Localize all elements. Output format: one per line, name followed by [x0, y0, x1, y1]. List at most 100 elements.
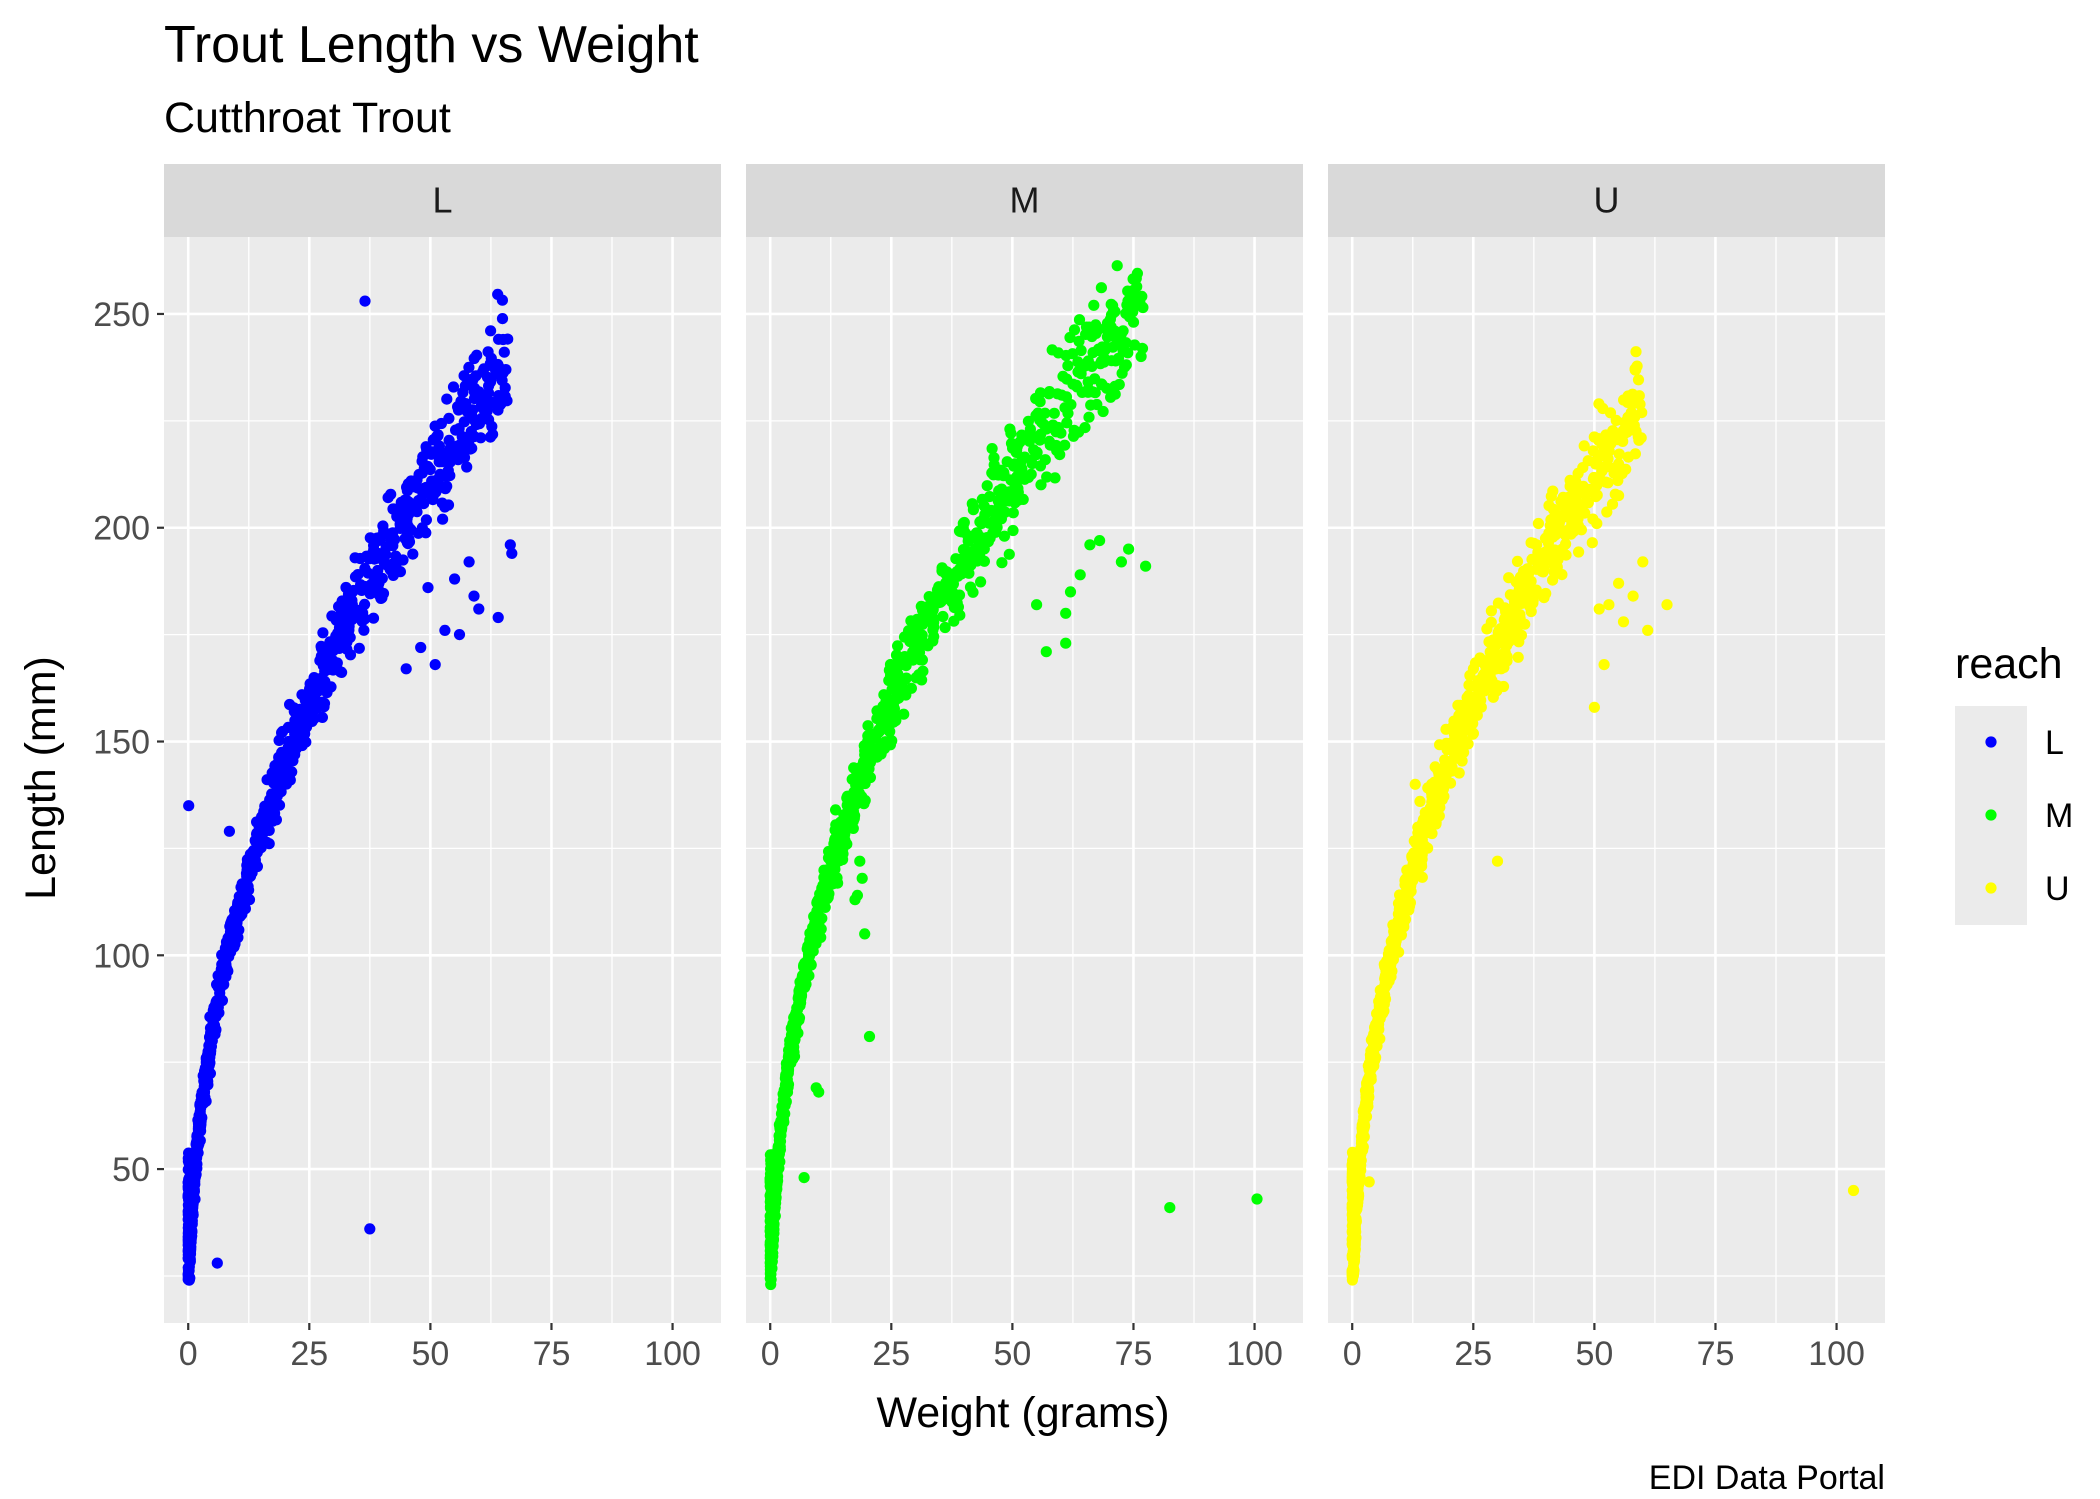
data-point [1026, 458, 1038, 470]
data-point [403, 536, 416, 548]
data-point [429, 420, 441, 432]
data-point [204, 1047, 216, 1059]
data-point [1461, 692, 1473, 704]
data-point [489, 398, 501, 410]
data-point [1401, 864, 1413, 876]
data-point [1031, 599, 1043, 611]
data-point [1482, 660, 1494, 672]
data-point [385, 564, 397, 577]
data-point [1525, 537, 1537, 549]
chart-caption: EDI Data Portal [1649, 1459, 1885, 1497]
data-point [262, 816, 274, 828]
data-point [1348, 1153, 1360, 1165]
data-point [1491, 855, 1504, 867]
data-point [1075, 364, 1087, 376]
data-point [1431, 792, 1444, 804]
data-point [994, 513, 1006, 525]
data-point [1421, 821, 1433, 834]
data-point [442, 464, 454, 477]
data-point [433, 440, 445, 452]
data-point [284, 774, 296, 786]
data-point [950, 553, 962, 565]
data-point [367, 612, 380, 624]
data-point [1074, 569, 1086, 581]
data-point [296, 723, 308, 735]
data-point [473, 603, 485, 615]
legend-label-m: M [2045, 797, 2073, 835]
data-point [854, 855, 866, 867]
data-point [996, 557, 1008, 569]
data-point [496, 294, 508, 306]
data-point [1358, 1111, 1370, 1123]
data-point [251, 816, 263, 828]
data-point [1064, 586, 1077, 598]
data-point [849, 894, 861, 906]
data-point [271, 789, 283, 802]
data-point [856, 872, 868, 884]
data-point [1106, 328, 1118, 340]
data-point [192, 1140, 204, 1152]
data-point [330, 630, 342, 642]
data-point [478, 403, 490, 415]
data-point [1040, 646, 1052, 658]
data-point [354, 552, 366, 565]
data-point [261, 774, 273, 786]
data-point [958, 516, 970, 529]
y-tick-label: 100 [93, 937, 150, 975]
data-point [190, 1152, 202, 1164]
data-point [470, 370, 482, 382]
data-point [883, 674, 895, 687]
data-point [913, 669, 925, 681]
data-point [1251, 1193, 1263, 1205]
data-point [1493, 624, 1505, 636]
data-point [1034, 460, 1047, 472]
data-point [1356, 1134, 1368, 1146]
data-point [288, 702, 300, 714]
data-point [429, 659, 441, 671]
data-point [498, 346, 510, 358]
data-point [463, 361, 475, 373]
data-point [1096, 379, 1108, 391]
data-point [1373, 997, 1386, 1009]
data-point [1535, 561, 1547, 573]
data-point [1544, 520, 1556, 532]
x-tick-label: 100 [1226, 1335, 1283, 1373]
data-point [786, 1036, 799, 1048]
y-tick-label: 50 [112, 1151, 150, 1189]
data-point [401, 481, 413, 493]
point-cloud [182, 288, 518, 1286]
data-point [1076, 386, 1088, 398]
data-point [996, 489, 1008, 501]
data-point [353, 607, 365, 620]
data-point [1613, 577, 1625, 589]
data-point [892, 668, 904, 680]
data-point [1453, 709, 1465, 722]
data-point [1523, 590, 1535, 603]
data-point [768, 1218, 780, 1230]
data-point [1409, 778, 1421, 790]
data-point [805, 959, 817, 971]
point-cloud [764, 260, 1263, 1291]
x-tick-label: 75 [1115, 1335, 1153, 1373]
data-point [880, 690, 892, 702]
data-point [441, 447, 453, 459]
data-point [447, 381, 460, 393]
data-point [1613, 490, 1625, 502]
data-point [1617, 616, 1630, 628]
data-point [252, 832, 264, 844]
data-point [1051, 388, 1064, 400]
data-point [964, 581, 977, 593]
legend-label-l: L [2045, 724, 2064, 762]
data-point [468, 590, 480, 602]
data-point [416, 522, 428, 534]
data-point [862, 720, 874, 732]
data-point [1095, 282, 1107, 294]
data-point [1467, 663, 1479, 675]
data-point [1073, 314, 1086, 326]
data-point [1007, 524, 1019, 537]
data-point [1094, 535, 1106, 547]
data-point [224, 928, 236, 941]
data-point [932, 597, 944, 609]
legend-title: reach [1955, 640, 2063, 688]
data-point [1061, 417, 1073, 429]
